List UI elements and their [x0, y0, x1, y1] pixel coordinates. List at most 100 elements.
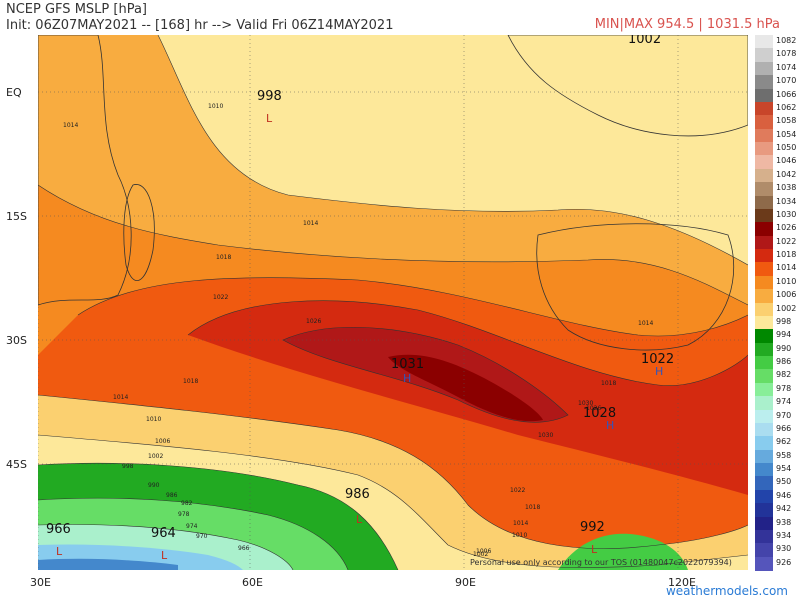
pressure-type: L: [161, 549, 168, 562]
colorbar-label: 1006: [776, 290, 797, 300]
colorbar-label: 1054: [776, 129, 797, 139]
colorbar-swatch: [755, 449, 773, 464]
colorbar-label: 966: [776, 423, 792, 433]
colorbar-swatch: [755, 182, 773, 196]
colorbar-label: 954: [776, 464, 792, 473]
pressure-type: H: [403, 372, 411, 385]
colorbar-label: 1034: [776, 196, 797, 206]
pressure-value: 1022: [641, 352, 674, 367]
colorbar-swatch: [755, 115, 773, 130]
pressure-value: 964: [151, 526, 176, 541]
colorbar-swatch: [755, 476, 773, 491]
contour-label: 1026: [586, 405, 601, 412]
colorbar-swatch: [755, 369, 773, 384]
colorbar-swatch: [755, 543, 773, 558]
colorbar-label: 990: [776, 343, 792, 353]
colorbar-label: 1042: [776, 169, 797, 179]
colorbar-swatch: [755, 75, 773, 89]
contour-label: 990: [148, 482, 160, 489]
colorbar-swatch: [755, 289, 773, 303]
contour-label: 1010: [512, 532, 527, 539]
lat-label-45s: 45S: [6, 458, 27, 471]
colorbar-label: 1074: [776, 62, 797, 72]
pressure-value: 1002: [628, 35, 661, 47]
contour-label: 1006: [476, 548, 491, 555]
colorbar-swatch: [755, 463, 773, 477]
contour-label: 986: [166, 492, 178, 499]
colorbar-label: 986: [776, 357, 792, 366]
colorbar-swatch: [755, 556, 773, 571]
colorbar-swatch: [755, 302, 773, 317]
colorbar-swatch: [755, 222, 773, 237]
contour-label: 1022: [213, 294, 228, 301]
colorbar-label: 978: [776, 383, 792, 393]
lon-label-60e: 60E: [242, 576, 263, 589]
contour-label: 1010: [146, 416, 161, 423]
colorbar-label: 1002: [776, 303, 797, 313]
colorbar-label: 1058: [776, 116, 797, 126]
colorbar-swatch: [755, 142, 773, 156]
colorbar-label: 934: [776, 530, 792, 540]
colorbar-swatch: [755, 315, 773, 330]
colorbar-swatch: [755, 436, 773, 451]
lat-label-30s: 30S: [6, 334, 27, 347]
colorbar-swatch: [755, 342, 773, 357]
colorbar-swatch: [755, 382, 773, 397]
pressure-type: H: [655, 365, 663, 378]
colorbar-swatch: [755, 128, 773, 143]
contour-label: 1018: [216, 254, 231, 261]
colorbar-swatch: [755, 195, 773, 210]
pressure-value: 986: [345, 487, 370, 502]
colorbar-label: 1062: [776, 102, 797, 112]
colorbar-label: 1066: [776, 89, 797, 99]
colorbar-label: 1026: [776, 223, 797, 233]
chart-title: NCEP GFS MSLP [hPa] Init: 06Z07MAY2021 -…: [6, 2, 393, 34]
colorbar-swatch: [755, 396, 773, 410]
colorbar-swatch: [755, 489, 773, 504]
colorbar-label: 1078: [776, 49, 797, 59]
contour-label: 998: [122, 463, 134, 470]
colorbar-swatch: [755, 329, 773, 344]
tos-notice: Personal use only according to our TOS (…: [470, 558, 732, 567]
colorbar-swatch: [755, 101, 773, 116]
colorbar-swatch: [755, 422, 773, 437]
colorbar-label: 958: [776, 450, 792, 460]
lon-label-120e: 120E: [668, 576, 696, 589]
colorbar-label: 994: [776, 330, 792, 340]
contour-label: 1006: [155, 438, 170, 445]
colorbar-label: 1070: [776, 76, 797, 86]
colorbar-label: 1030: [776, 209, 797, 219]
colorbar: [755, 35, 773, 571]
pressure-value: 1031: [391, 357, 424, 372]
colorbar-swatch: [755, 356, 773, 370]
colorbar-label: 950: [776, 477, 792, 487]
colorbar-label: 1010: [776, 276, 797, 286]
lat-label-15s: 15S: [6, 210, 27, 223]
lon-label-30e: 30E: [30, 576, 51, 589]
colorbar-swatch: [755, 155, 773, 170]
colorbar-label: 998: [776, 316, 792, 326]
colorbar-label: 1014: [776, 263, 797, 273]
title-line-2: Init: 06Z07MAY2021 -- [168] hr --> Valid…: [6, 18, 394, 33]
colorbar-swatch: [755, 208, 773, 223]
pressure-type: H: [606, 419, 614, 432]
pressure-type: L: [356, 513, 363, 526]
contour-label: 1026: [306, 318, 321, 325]
pressure-value: 1028: [583, 406, 616, 421]
colorbar-label: 942: [776, 504, 792, 514]
colorbar-label: 982: [776, 370, 792, 380]
colorbar-label: 974: [776, 397, 792, 407]
pressure-type: L: [591, 543, 598, 556]
colorbar-swatch: [755, 48, 773, 63]
contour-label: 1010: [208, 103, 223, 110]
contour-label: 1018: [525, 504, 540, 511]
pressure-type: L: [266, 112, 273, 125]
minmax-readout: MIN|MAX 954.5 | 1031.5 hPa: [594, 17, 780, 32]
colorbar-label: 926: [776, 557, 792, 567]
contour-label: 974: [186, 523, 198, 530]
colorbar-label: 930: [776, 544, 792, 554]
colorbar-label: 1082: [776, 36, 797, 45]
contour-label: 1014: [303, 220, 318, 227]
colorbar-label: 1018: [776, 250, 797, 259]
contour-label: 970: [196, 533, 208, 540]
